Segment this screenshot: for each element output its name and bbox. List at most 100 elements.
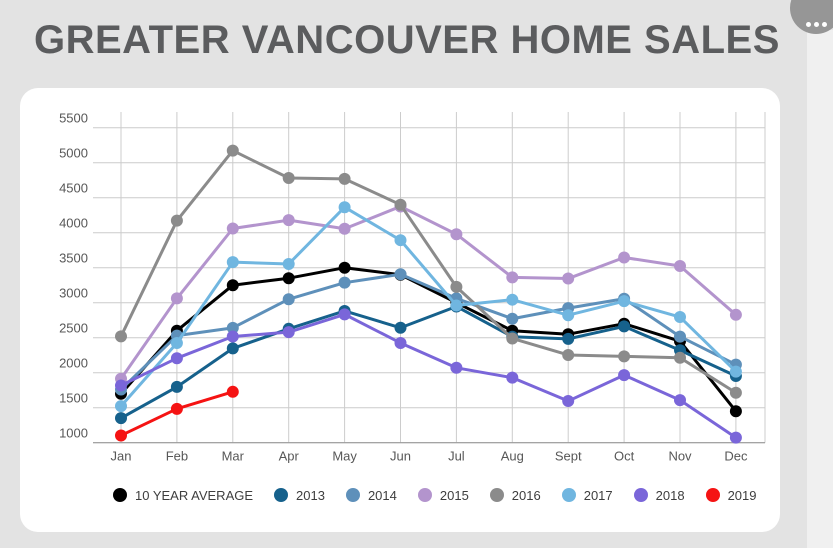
data-point-2019[interactable] [170, 402, 183, 415]
y-axis-tick-label: 1000 [59, 426, 88, 441]
y-axis-tick-label: 5500 [59, 111, 88, 126]
data-point-2017[interactable] [394, 234, 407, 247]
data-point-2015[interactable] [674, 260, 686, 273]
data-point-2016[interactable] [282, 172, 295, 185]
data-point-2018[interactable] [226, 330, 239, 343]
data-point-2017[interactable] [450, 299, 463, 312]
data-point-10-year-average[interactable] [282, 272, 295, 285]
series-line-2015 [119, 204, 738, 381]
legend-marker-icon [561, 488, 576, 502]
legend-label: 2014 [367, 487, 397, 503]
data-point-2015[interactable] [562, 272, 575, 285]
data-point-2017[interactable] [115, 400, 127, 413]
data-point-2017[interactable] [618, 295, 631, 308]
data-point-2015[interactable] [729, 308, 742, 321]
legend-label: 2015 [439, 487, 469, 503]
data-point-2016[interactable] [729, 386, 742, 399]
page-edge-strip [807, 30, 833, 548]
data-point-2014[interactable] [226, 321, 239, 334]
data-point-2017[interactable] [282, 257, 295, 270]
y-axis-tick-label: 5000 [59, 146, 88, 161]
x-axis-tick-label: Oct [614, 449, 635, 464]
data-point-2018[interactable] [618, 369, 631, 382]
data-point-2015[interactable] [338, 222, 351, 235]
data-point-2014[interactable] [338, 276, 351, 289]
data-point-2015[interactable] [282, 214, 295, 227]
legend-marker-icon [705, 488, 720, 502]
data-point-2017[interactable] [562, 309, 575, 322]
data-point-2015[interactable] [618, 251, 631, 264]
data-point-2015[interactable] [226, 222, 239, 235]
data-point-2016[interactable] [674, 351, 686, 364]
legend-item-2017: 2017 [561, 487, 613, 503]
legend-marker-icon [489, 488, 504, 502]
data-point-2018[interactable] [506, 371, 519, 384]
x-axis-tick-label: Dec [724, 449, 748, 464]
legend-item-2014: 2014 [345, 487, 397, 503]
data-point-2016[interactable] [170, 214, 183, 227]
x-axis-tick-label: Feb [166, 449, 188, 464]
data-point-2014[interactable] [282, 293, 295, 306]
data-point-2015[interactable] [450, 228, 463, 241]
data-point-2018[interactable] [338, 308, 351, 321]
data-point-2015[interactable] [506, 271, 519, 284]
data-point-2016[interactable] [450, 280, 463, 293]
data-point-2016[interactable] [618, 350, 631, 363]
data-point-2017[interactable] [170, 336, 183, 349]
data-point-2013[interactable] [394, 321, 407, 334]
data-point-2018[interactable] [115, 379, 127, 392]
legend-item-2015: 2015 [417, 487, 469, 503]
menu-button[interactable] [790, 0, 833, 34]
data-point-2017[interactable] [506, 293, 519, 306]
data-point-2018[interactable] [170, 352, 183, 365]
data-point-2019[interactable] [115, 429, 127, 442]
data-point-2016[interactable] [562, 348, 575, 361]
data-point-2018[interactable] [282, 326, 295, 339]
legend-item-2016: 2016 [489, 488, 541, 503]
legend-label: 2017 [583, 487, 613, 503]
data-point-2014[interactable] [394, 268, 407, 281]
x-axis-tick-label: Apr [279, 449, 300, 464]
series-line-10-year-average [119, 266, 738, 413]
data-point-2013[interactable] [618, 320, 631, 333]
data-point-2014[interactable] [506, 312, 519, 325]
series-line-2013 [119, 304, 738, 420]
y-axis-tick-label: 4000 [59, 216, 88, 231]
data-point-2015[interactable] [170, 292, 183, 305]
data-point-2016[interactable] [506, 332, 519, 345]
y-axis-tick-label: 2000 [59, 356, 88, 371]
y-axis-tick-label: 3500 [59, 251, 88, 266]
legend-item-2013: 2013 [274, 488, 325, 503]
data-point-2019[interactable] [226, 385, 239, 398]
chart-card: 1000 1500 2000 2500 3000 3500 4000 4500 5000 5500… [20, 88, 780, 532]
data-point-10-year-average[interactable] [226, 279, 239, 292]
data-point-2018[interactable] [562, 395, 575, 408]
data-point-2014[interactable] [674, 330, 686, 343]
data-point-2013[interactable] [170, 380, 183, 393]
data-point-2018[interactable] [394, 336, 407, 349]
data-point-2016[interactable] [115, 330, 127, 343]
data-point-2017[interactable] [338, 201, 351, 214]
data-point-2013[interactable] [562, 332, 575, 345]
data-point-2017[interactable] [226, 256, 239, 269]
data-point-2018[interactable] [674, 394, 686, 407]
data-point-2016[interactable] [226, 144, 239, 157]
y-axis-tick-label: 3000 [59, 286, 88, 301]
x-axis-tick-label: Jun [390, 449, 411, 464]
data-point-10-year-average[interactable] [338, 261, 351, 274]
data-point-2017[interactable] [729, 365, 742, 378]
data-point-2018[interactable] [729, 431, 742, 444]
legend-label: 2019 [727, 487, 757, 503]
data-point-2016[interactable] [338, 172, 351, 185]
legend-marker-icon [633, 488, 648, 502]
data-point-2016[interactable] [394, 198, 407, 211]
legend-label: 2018 [655, 487, 685, 503]
y-axis-tick-label: 1500 [59, 391, 88, 406]
data-point-10-year-average[interactable] [729, 405, 742, 418]
data-point-2018[interactable] [450, 361, 463, 374]
page-title: GREATER VANCOUVER HOME SALES [34, 18, 780, 62]
data-point-2013[interactable] [226, 342, 239, 355]
y-axis-tick-label: 2500 [59, 321, 88, 336]
data-point-2017[interactable] [674, 311, 686, 324]
data-point-2013[interactable] [115, 412, 127, 425]
